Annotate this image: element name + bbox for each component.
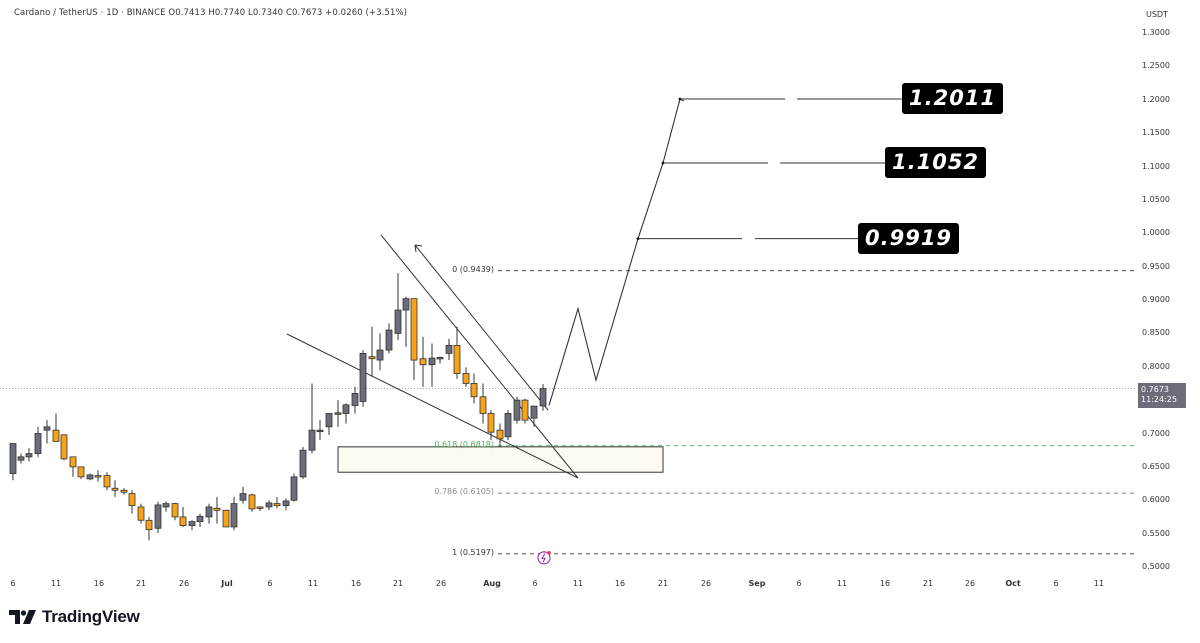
time-tick: 16 [879,579,891,588]
price-tick: 1.2500 [1142,61,1170,71]
time-axis[interactable]: 6 11 16 21 26 Jul 6 11 16 21 26 Aug 6 11 16 21 26 Sep 6 11 1… [0,574,1137,594]
time-tick: Jul [221,579,233,588]
time-tick: 16 [350,579,362,588]
price-tick: 0.5500 [1142,528,1170,538]
time-tick: 11 [307,579,319,588]
logo-text: TradingView [42,607,140,626]
target-price-label: 1.2011 [902,83,1004,115]
time-tick: 11 [836,579,848,588]
fib-label: 0 (0.9439) [452,264,494,274]
bar-countdown: 11:24:25 [1141,394,1177,404]
time-tick: 21 [392,579,404,588]
time-tick: 21 [135,579,147,588]
trendlines [286,234,579,479]
time-tick: 6 [1053,579,1059,588]
time-tick: 21 [657,579,669,588]
fib-label: 0.786 (0.6105) [434,487,494,497]
demand-zone [337,446,664,473]
time-tick: 21 [922,579,934,588]
time-tick: 26 [964,579,976,588]
projected-path [537,97,902,565]
time-tick: 11 [1093,579,1105,588]
time-tick: 26 [700,579,712,588]
time-tick: 6 [532,579,538,588]
price-tick: 1.1000 [1142,161,1170,171]
time-tick: 6 [267,579,273,588]
price-tick: 1.1500 [1142,128,1170,138]
price-tick: 0.6000 [1142,495,1170,505]
price-tick: 1.0000 [1142,228,1170,238]
time-tick: 16 [614,579,626,588]
price-tick: 0.5000 [1142,562,1170,571]
price-tick: 0.7000 [1142,428,1170,438]
time-tick: 6 [10,579,16,588]
time-tick: 26 [178,579,190,588]
fib-label: 0.618 (0.6818) [434,439,494,449]
fib-label: 1 (0.5197) [452,547,494,557]
time-tick: Oct [1005,579,1021,588]
candles [9,273,547,541]
time-tick: Sep [748,579,766,588]
target-price-label: 1.1052 [885,147,987,179]
price-axis[interactable]: USDT 1.3000 1.2500 1.2000 1.1500 1.1000 1.050… [1137,0,1200,575]
tradingview-logo[interactable]: TradingView [9,607,140,627]
tradingview-logo-icon [9,610,36,624]
symbol-header: Cardano / TetherUS · 1D · BINANCE O0.741… [14,8,408,18]
fibonacci-retracement [0,270,1137,555]
time-tick: 11 [50,579,62,588]
candlestick-chart[interactable] [0,0,1137,575]
price-tick: 1.0500 [1142,194,1170,204]
price-tick: 0.8000 [1142,361,1170,371]
price-tick: 1.2000 [1142,94,1170,104]
target-price-label: 0.9919 [858,222,960,254]
time-tick: 16 [93,579,105,588]
time-tick: 6 [796,579,802,588]
price-tick: 0.6500 [1142,461,1170,471]
price-tick: 0.9000 [1142,295,1170,304]
current-price-value: 0.7673 [1141,384,1169,394]
alert-lightning-icon[interactable] [537,551,551,565]
price-tick: 0.9500 [1142,261,1170,271]
price-tick: 1.3000 [1142,28,1170,37]
time-tick: Aug [483,579,501,588]
axis-unit: USDT [1146,10,1168,19]
time-tick: 26 [435,579,447,588]
price-tick: 0.8500 [1142,328,1170,338]
time-tick: 11 [572,579,584,588]
current-price-label: 0.7673 11:24:25 [1138,382,1186,408]
